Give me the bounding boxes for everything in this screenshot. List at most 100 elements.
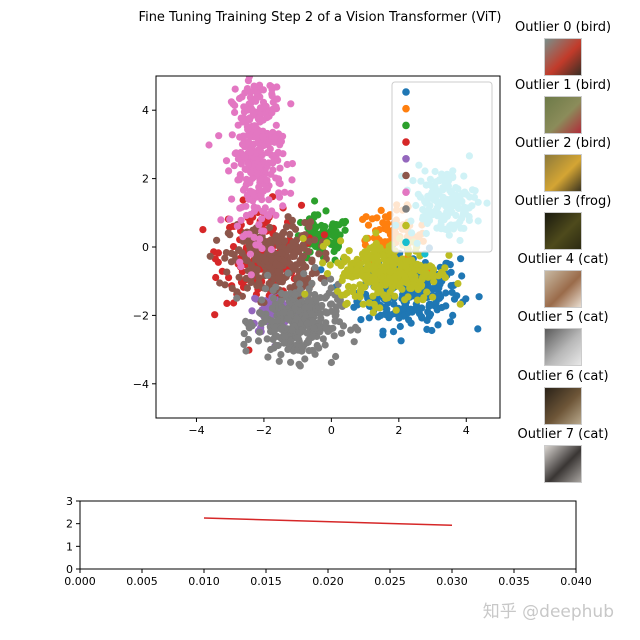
data-point [273, 332, 281, 340]
data-point [404, 257, 412, 265]
data-point [256, 104, 264, 112]
data-point [272, 237, 281, 246]
data-point [246, 179, 254, 187]
outlier-title: Outlier 0 (bird) [514, 20, 612, 35]
outlier-title: Outlier 7 (cat) [517, 427, 609, 442]
data-point [322, 292, 330, 301]
data-point [272, 232, 280, 240]
data-point [234, 155, 242, 163]
data-point [312, 269, 320, 277]
data-point [300, 244, 308, 252]
data-point [259, 86, 267, 94]
data-point [441, 264, 449, 272]
data-point [258, 215, 266, 223]
legend-marker [402, 221, 410, 230]
data-point [423, 316, 431, 324]
data-point [253, 255, 261, 264]
data-point [257, 310, 265, 318]
legend-marker [402, 121, 410, 130]
data-point [288, 176, 296, 184]
data-point [425, 302, 433, 311]
data-point [246, 93, 254, 102]
data-point [229, 243, 238, 251]
data-point [372, 229, 380, 237]
data-point [297, 342, 306, 350]
data-point [414, 285, 422, 294]
data-point [298, 253, 306, 261]
data-point [457, 255, 465, 263]
outlier-thumbnail [544, 445, 582, 483]
data-point [246, 148, 254, 156]
data-point [341, 226, 349, 234]
data-point [222, 249, 230, 257]
data-point [221, 281, 229, 289]
data-point [315, 250, 323, 258]
data-point [420, 294, 428, 302]
data-point [332, 227, 340, 235]
data-point [266, 145, 274, 153]
data-point [284, 345, 292, 353]
data-point [214, 249, 222, 257]
data-point [413, 260, 421, 268]
data-point [241, 153, 249, 161]
data-point [250, 233, 258, 241]
data-point [341, 291, 349, 299]
data-point [260, 227, 268, 235]
data-point [279, 150, 287, 158]
data-point [268, 317, 276, 325]
data-point [267, 236, 275, 244]
data-point [294, 299, 302, 307]
data-point [326, 300, 335, 308]
data-point [242, 211, 250, 220]
data-point [274, 276, 283, 284]
data-point [343, 299, 351, 307]
data-point [278, 249, 286, 257]
data-point [439, 270, 447, 278]
x-tick-label: 0.015 [250, 575, 282, 588]
outlier-title: Outlier 2 (bird) [514, 136, 612, 151]
data-point [361, 248, 369, 256]
data-point [310, 211, 319, 219]
data-point [281, 188, 289, 196]
data-point [475, 293, 483, 301]
data-point [236, 66, 243, 73]
data-point [286, 230, 294, 238]
data-point [429, 269, 437, 278]
data-point [311, 197, 319, 205]
data-point [245, 324, 253, 332]
data-point [266, 223, 274, 232]
outlier-title: Outlier 5 (cat) [517, 310, 609, 325]
outlier-thumbnail [544, 328, 582, 366]
data-point [313, 341, 321, 350]
data-point [395, 314, 403, 322]
data-point [322, 324, 330, 333]
data-point [243, 284, 251, 292]
data-point [238, 203, 246, 211]
data-point [268, 83, 276, 91]
data-point [291, 291, 299, 299]
data-point [273, 95, 281, 103]
data-point [283, 247, 292, 255]
data-point [401, 296, 409, 304]
data-point [238, 292, 246, 300]
data-point [241, 89, 249, 97]
training-loss-chart: 0.000 0.005 0.010 0.015 0.020 0.025 0.030 0.035… [64, 495, 592, 588]
data-point [407, 271, 416, 279]
data-point [365, 314, 373, 322]
data-point [225, 274, 233, 282]
data-point [288, 216, 296, 224]
data-point [277, 325, 285, 333]
data-point [340, 253, 348, 261]
data-point [401, 273, 409, 281]
data-point [337, 237, 345, 245]
data-point [303, 329, 311, 337]
data-point [345, 247, 353, 255]
data-point [254, 139, 262, 147]
data-point [364, 221, 373, 229]
data-point [292, 261, 300, 269]
data-point [320, 231, 328, 239]
legend-marker [402, 88, 410, 96]
data-point [436, 280, 444, 288]
data-point [413, 296, 422, 304]
x-tick-label: 0 [328, 424, 335, 437]
